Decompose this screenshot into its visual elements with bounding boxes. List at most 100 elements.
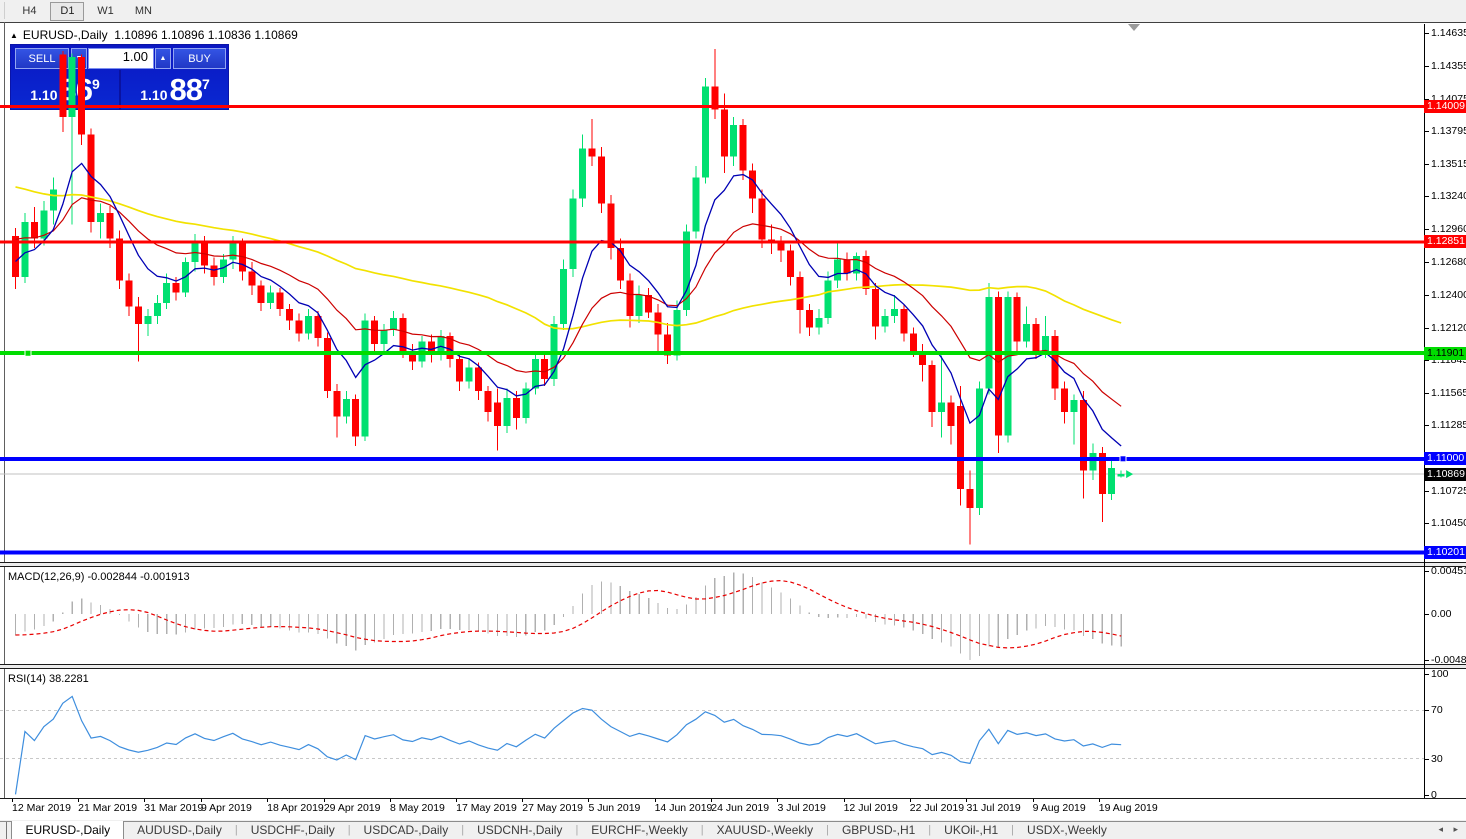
- buy-price-prefix: 1.10: [140, 87, 168, 103]
- rsi-label: RSI(14) 38.2281: [8, 673, 89, 685]
- x-axis-label: 27 May 2019: [522, 802, 584, 814]
- chart-tab-usdx[interactable]: USDX-,Weekly: [1027, 823, 1107, 837]
- y-axis-tick: [1425, 359, 1429, 361]
- x-axis-tick: [843, 799, 845, 802]
- y-axis-label: 1.10450: [1431, 517, 1466, 530]
- x-axis-label: 5 Jun 2019: [588, 802, 641, 814]
- x-axis-label: 24 Jun 2019: [711, 802, 770, 814]
- x-axis-label: 9 Apr 2019: [201, 802, 252, 814]
- y-axis-label: 1.14635: [1431, 27, 1466, 39]
- symbol-label: EURUSD-,Daily: [22, 28, 108, 42]
- volume-increase-button[interactable]: ▲: [155, 48, 171, 69]
- timeframe-button-mn[interactable]: MN: [134, 5, 152, 17]
- y-axis-tick: [1425, 164, 1429, 166]
- pane-separator[interactable]: [0, 664, 1466, 665]
- chart-tab-usdcad[interactable]: USDCAD-,Daily: [363, 823, 449, 837]
- sell-button[interactable]: SELL: [15, 48, 69, 69]
- chart-tab-gbpusd[interactable]: GBPUSD-,H1: [841, 823, 916, 837]
- x-axis-label: 12 Jul 2019: [843, 802, 898, 814]
- x-axis-label: 9 Aug 2019: [1032, 802, 1086, 814]
- main-chart-pane[interactable]: [0, 24, 1424, 562]
- price-axis-line: [1424, 24, 1425, 798]
- x-axis-tick: [144, 799, 146, 802]
- buy-price-display[interactable]: 1.10 88 7: [121, 71, 229, 109]
- sell-price-pip: 9: [91, 76, 100, 92]
- rsi-axis-tick: [1425, 795, 1429, 796]
- x-axis-tick: [909, 799, 911, 802]
- price-level-tag: 1.12851: [1424, 235, 1466, 249]
- ohlc-values: 1.10896 1.10896 1.10836 1.10869: [114, 28, 298, 42]
- chart-tab-eurusd[interactable]: EURUSD-,Daily: [11, 821, 125, 839]
- x-axis-tick: [522, 799, 524, 802]
- macd-axis-label: -0.004806: [1431, 654, 1466, 666]
- y-axis-label: 1.11285: [1431, 419, 1466, 432]
- pane-separator[interactable]: [0, 562, 1466, 563]
- chart-tab-xauusd[interactable]: XAUUSD-,Weekly: [716, 823, 814, 837]
- timeframe-button-d1[interactable]: D1: [50, 2, 85, 21]
- timeframe-button-h4[interactable]: H4: [22, 5, 37, 17]
- window-top-border: [0, 22, 1466, 23]
- volume-input[interactable]: 1.00: [88, 48, 154, 69]
- sell-price-prefix: 1.10: [30, 87, 58, 103]
- timeframe-button-w1[interactable]: W1: [97, 5, 114, 17]
- y-axis-label: 1.12120: [1431, 321, 1466, 334]
- panel-divider: [119, 70, 121, 110]
- price-level-tag: 1.11901: [1424, 346, 1466, 360]
- tab-separator: |: [461, 824, 465, 836]
- y-axis-tick: [1425, 261, 1429, 263]
- x-axis-tick: [966, 799, 968, 802]
- chart-tab-eurchf[interactable]: EURCHF-,Weekly: [591, 823, 688, 837]
- buy-price-big: 88: [169, 72, 202, 107]
- y-axis-label: 1.13515: [1431, 158, 1466, 171]
- tab-scroll-arrows[interactable]: ◂ ▸: [1438, 824, 1462, 834]
- macd-axis-label: 0.00: [1431, 608, 1452, 620]
- rsi-axis-label: 30: [1431, 752, 1443, 765]
- chart-tab-audusd[interactable]: AUDUSD-,Daily: [137, 823, 222, 837]
- y-axis-tick: [1425, 65, 1429, 67]
- rsi-axis-tick: [1425, 674, 1429, 675]
- y-axis-tick: [1425, 490, 1429, 492]
- scroll-end-marker-icon[interactable]: [1128, 24, 1140, 31]
- rsi-indicator-pane[interactable]: [0, 669, 1424, 798]
- chart-tab-ukoil[interactable]: UKOil-,H1: [944, 823, 999, 837]
- y-axis-label: 1.12960: [1431, 223, 1466, 236]
- x-axis-label: 21 Mar 2019: [78, 802, 138, 814]
- tab-separator: |: [575, 824, 579, 836]
- collapse-arrow-icon[interactable]: ▲: [10, 31, 18, 40]
- pane-separator-gap: [0, 563, 1466, 566]
- macd-indicator-pane[interactable]: [0, 567, 1424, 663]
- x-axis-label: 31 Jul 2019: [966, 802, 1021, 814]
- x-axis-tick: [323, 799, 325, 802]
- timeframe-toolbar: H4 D1 W1 MN: [0, 0, 1466, 22]
- pane-separator-gap: [0, 665, 1466, 668]
- rsi-axis-tick: [1425, 710, 1429, 712]
- x-axis-label: 31 Mar 2019: [144, 802, 204, 814]
- macd-label: MACD(12,26,9) -0.002844 -0.001913: [8, 571, 190, 583]
- macd-axis-tick: [1425, 614, 1429, 615]
- date-axis[interactable]: [0, 799, 1466, 820]
- window-left-border: [4, 22, 5, 820]
- x-axis-label: 12 Mar 2019: [12, 802, 71, 814]
- y-axis-label: 1.10725: [1431, 484, 1466, 497]
- y-axis-tick: [1425, 196, 1429, 198]
- chart-tab-usdchf[interactable]: USDCHF-,Daily: [250, 823, 335, 837]
- y-axis-label: 1.12680: [1431, 255, 1466, 268]
- chart-tab-usdcnh[interactable]: USDCNH-,Daily: [477, 823, 563, 837]
- rsi-axis-tick: [1425, 758, 1429, 760]
- x-axis-tick: [711, 799, 713, 802]
- x-axis-label: 14 Jun 2019: [654, 802, 713, 814]
- pane-separator: [0, 668, 1466, 669]
- y-axis-label: 1.13240: [1431, 190, 1466, 203]
- y-axis-label: 1.12400: [1431, 288, 1466, 301]
- x-axis-tick: [1032, 799, 1034, 802]
- x-axis-label: 17 May 2019: [456, 802, 517, 814]
- buy-button[interactable]: BUY: [173, 48, 226, 69]
- price-level-tag: 1.10201: [1424, 545, 1466, 559]
- tab-separator: |: [700, 824, 704, 836]
- macd-axis-tick: [1425, 571, 1429, 572]
- one-click-trade-panel: SELL ▼ 1.00 ▲ BUY 1.10 86 9 1.10 88 7: [10, 44, 229, 110]
- pane-separator: [0, 566, 1466, 567]
- x-axis-tick: [267, 799, 269, 802]
- x-axis-tick: [390, 799, 391, 802]
